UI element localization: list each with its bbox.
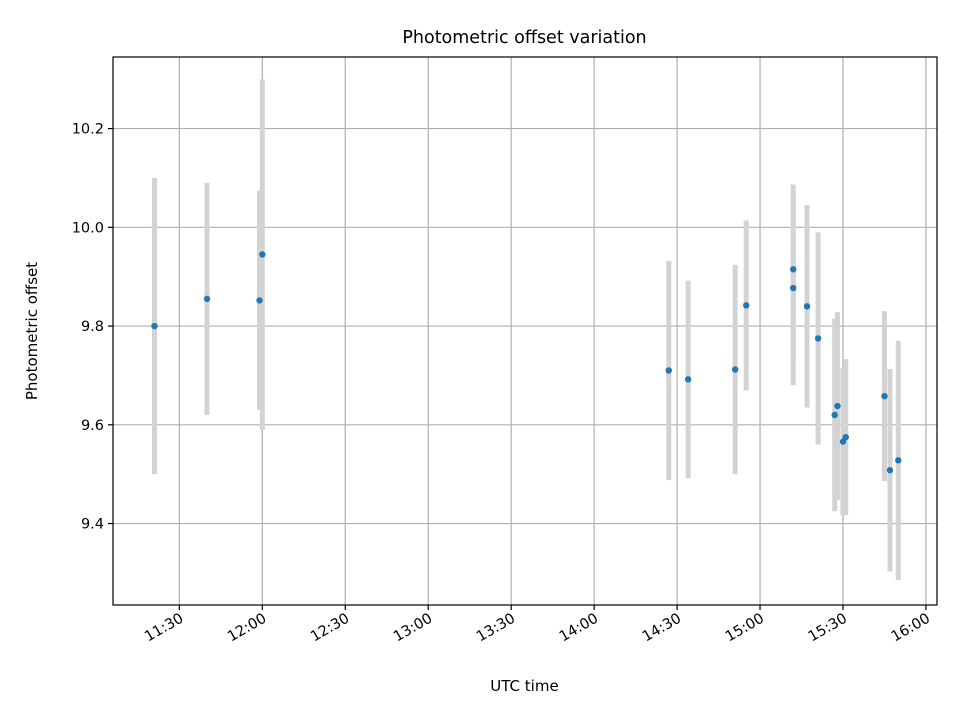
x-tick-label: 14:30	[640, 611, 684, 646]
x-tick-label: 13:30	[474, 611, 518, 646]
data-point	[684, 376, 692, 383]
x-tick-label: 11:30	[142, 611, 186, 646]
data-point	[842, 433, 849, 441]
y-tick-label: 9.6	[81, 418, 104, 434]
y-axis-ticks: 9.4 9.6 9.8 10.0 10.2	[72, 122, 113, 533]
x-tick-label: 14:00	[557, 611, 601, 646]
data-point	[790, 284, 797, 292]
y-tick-label: 9.8	[81, 319, 104, 335]
x-tick-label: 12:30	[308, 611, 352, 646]
data-point	[831, 411, 838, 419]
chart-title: Photometric offset variation	[402, 28, 646, 48]
y-tick-label: 10.2	[72, 122, 104, 138]
data-point	[834, 402, 841, 410]
data-point	[256, 297, 263, 304]
grid	[113, 57, 937, 605]
y-tick-label: 10.0	[72, 220, 104, 236]
data-point	[743, 302, 750, 309]
data-point	[151, 322, 158, 330]
y-axis-label: Photometric offset	[23, 262, 41, 400]
data-point	[881, 392, 888, 400]
plot-frame	[112, 56, 938, 606]
data-point	[259, 251, 266, 258]
y-tick-label: 9.4	[81, 517, 104, 533]
data-point	[665, 367, 672, 374]
x-tick-label: 15:00	[723, 611, 767, 646]
x-axis-label: UTC time	[490, 677, 558, 695]
x-tick-label: 13:00	[391, 611, 435, 646]
data-point	[803, 303, 811, 310]
x-axis-ticks: 11:30 12:00 12:30 13:00 13:30 14:00 14:30 15:00…	[142, 605, 933, 645]
data-point	[731, 366, 739, 373]
data-point	[790, 266, 797, 273]
data-points	[151, 251, 902, 474]
data-point	[814, 335, 822, 342]
data-point	[203, 295, 211, 303]
data-point	[895, 457, 902, 464]
error-bars	[151, 79, 901, 580]
data-point	[886, 467, 894, 474]
x-tick-label: 15:30	[806, 611, 850, 646]
x-tick-label: 12:00	[225, 611, 269, 646]
x-tick-label: 16:00	[889, 611, 933, 646]
